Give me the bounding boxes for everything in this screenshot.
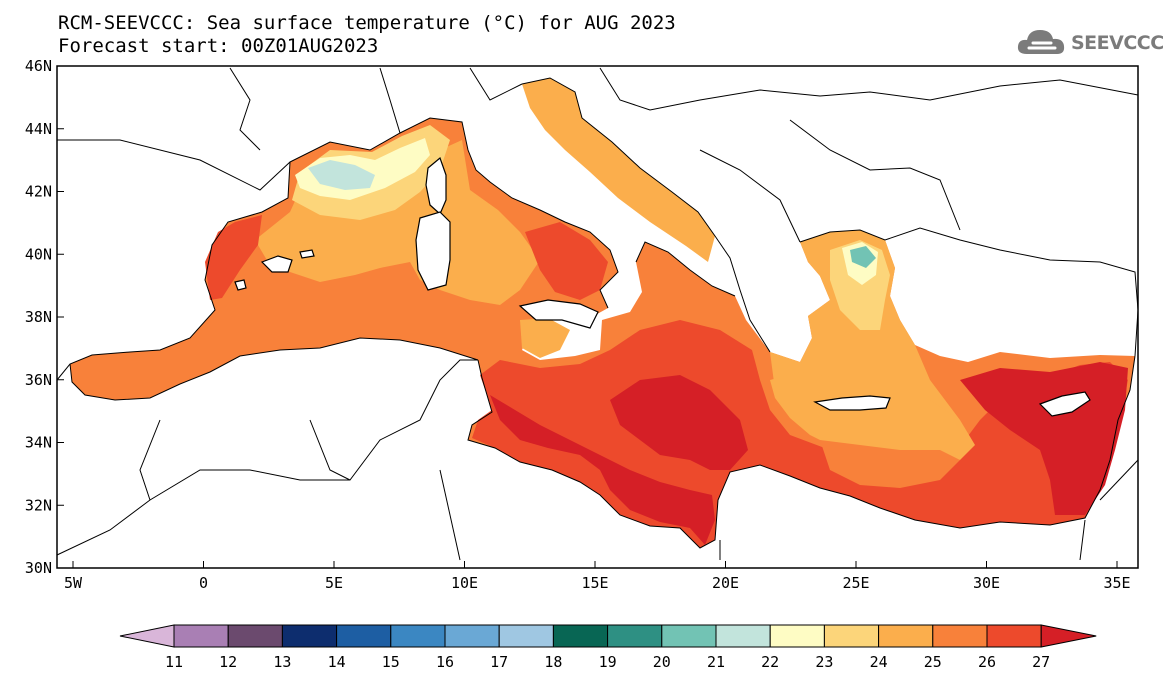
colorbar-box (823, 624, 880, 648)
colorbar-label: 16 (436, 653, 454, 671)
lat-tick-label: 44N (25, 120, 52, 138)
lon-tick-label: 30E (973, 574, 1000, 592)
lon-tick-label: 20E (712, 574, 739, 592)
map-title: RCM-SEEVCCC: Sea surface temperature (°C… (58, 12, 676, 34)
colorbar-box (986, 624, 1042, 648)
sicily (518, 299, 599, 329)
crete (813, 395, 891, 411)
colorbar-min-arrow (119, 624, 175, 648)
lat-tick-label: 38N (25, 308, 52, 326)
lon-tick-label: 35E (1103, 574, 1130, 592)
sst-zone-24-ionian (520, 318, 570, 358)
colorbar-label: 24 (870, 653, 888, 671)
colorbar-box (715, 624, 771, 648)
colorbar-label: 19 (599, 653, 617, 671)
lat-tick-label: 32N (25, 496, 52, 514)
lat-tick-label: 30N (25, 559, 52, 577)
sst-zone-21-gulf-of-lion (308, 160, 375, 190)
colorbar-box (932, 624, 988, 648)
mallorca (260, 255, 293, 273)
sst-zone-27-sidra (610, 375, 748, 470)
sst-zone-24-north (255, 140, 540, 305)
menorca (299, 249, 315, 259)
sea-surface-temperature-field (70, 78, 1135, 548)
lon-tick-label: 5E (325, 574, 343, 592)
colorbar-label: 21 (707, 653, 725, 671)
colorbar-max-arrow (1040, 624, 1097, 648)
colorbar-label: 25 (924, 653, 942, 671)
colorbar-label: 12 (219, 653, 237, 671)
colorbar-box (878, 624, 934, 648)
colorbar-label: 15 (382, 653, 400, 671)
lat-tick-label: 42N (25, 183, 52, 201)
colorbar-label: 22 (761, 653, 779, 671)
colorbar-box (390, 624, 446, 648)
colorbar-label: 18 (544, 653, 562, 671)
colorbar-box (498, 624, 554, 648)
lon-tick-label: 25E (842, 574, 869, 592)
sst-zone-26-tyrrhenian (525, 222, 608, 300)
lon-tick-label: 10E (451, 574, 478, 592)
colorbar-label: 26 (978, 653, 996, 671)
colorbar-box (444, 624, 500, 648)
ibiza (234, 279, 247, 291)
corsica (425, 156, 447, 216)
lat-tick-label: 46N (25, 57, 52, 75)
lat-tick-label: 34N (25, 434, 52, 452)
cyprus (1038, 391, 1091, 417)
colorbar-label: 11 (165, 653, 183, 671)
colorbar-box (607, 624, 663, 648)
lat-tick-label: 40N (25, 245, 52, 263)
seevccc-logo: SEEVCCC (1015, 24, 1164, 60)
colorbar-box (769, 624, 825, 648)
latitude-axis: 46N 44N 42N 40N 38N 36N 34N 32N 30N (25, 57, 64, 577)
forecast-start-subtitle: Forecast start: 00Z01AUG2023 (58, 35, 379, 57)
colorbar-box (281, 624, 338, 648)
lon-tick-label: 15E (581, 574, 608, 592)
colorbar-label: 13 (273, 653, 291, 671)
colorbar-box (552, 624, 609, 648)
lon-tick-label: 5W (64, 574, 83, 592)
sst-zone-26-balearic (205, 215, 262, 300)
sst-zone-21-aegean (850, 246, 876, 268)
colorbar-label: 17 (490, 653, 508, 671)
colorbar-label: 27 (1032, 653, 1050, 671)
land-masses (234, 156, 1091, 417)
colorbar-box (227, 624, 283, 648)
logo-text: SEEVCCC (1071, 32, 1164, 54)
colorbar-label: 23 (815, 653, 833, 671)
sst-zone-24-crete-south (770, 372, 975, 460)
sst-zone-24-adriatic (522, 78, 715, 262)
sst-zone-25-crete-south (820, 440, 960, 488)
coastlines-and-borders (56, 67, 1139, 561)
cloud-icon (1017, 30, 1065, 54)
colorbar-box (173, 624, 229, 648)
colorbar-box (336, 624, 392, 648)
lon-tick-label: 0 (199, 574, 208, 592)
sst-zone-27-tunisia (490, 395, 715, 545)
lat-tick-label: 36N (25, 371, 52, 389)
sardinia (415, 211, 451, 291)
colorbar-box (661, 624, 717, 648)
colorbar-label: 20 (653, 653, 671, 671)
colorbar-label: 14 (328, 653, 346, 671)
longitude-axis: 5W 0 5E 10E 15E 20E 25E 30E 35E (64, 561, 1131, 592)
